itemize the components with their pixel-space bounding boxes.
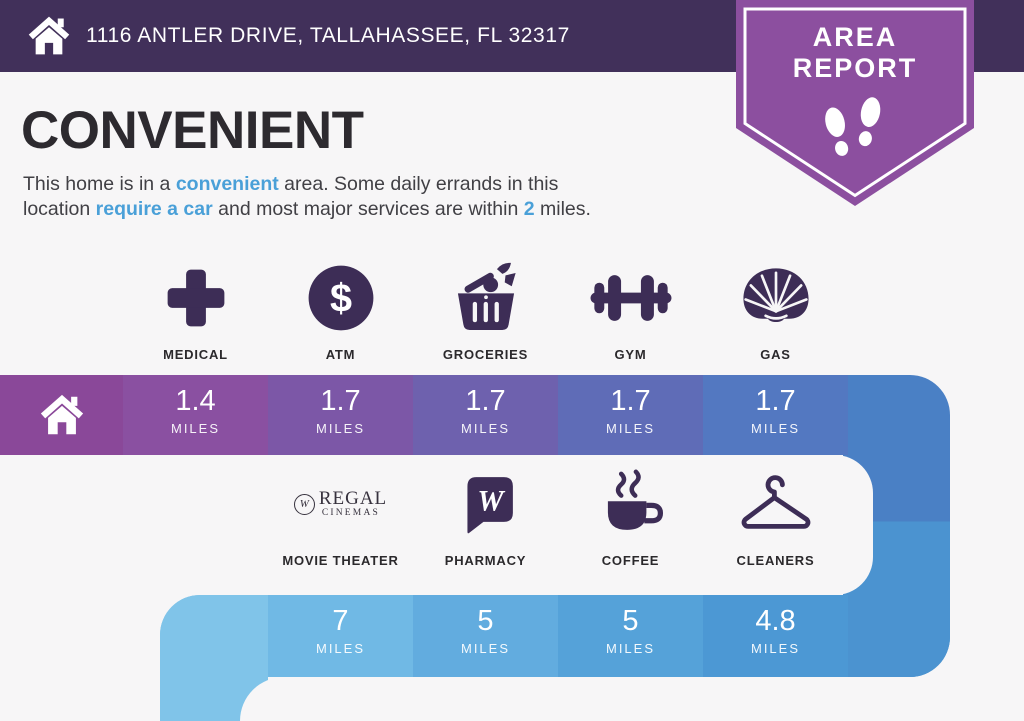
svg-text:W: W xyxy=(477,485,505,517)
footprints-icon xyxy=(825,97,881,156)
distance-value: 7 xyxy=(332,605,349,637)
distance-value: 1.4 xyxy=(175,385,216,417)
distance-cell: 5 MILES xyxy=(413,595,558,677)
area-report-badge: AREA REPORT xyxy=(736,0,974,208)
distance-value: 5 xyxy=(622,605,639,637)
distance-unit: MILES xyxy=(750,421,800,436)
distance-cell: 1.7 MILES xyxy=(703,375,848,455)
amenity-icons-row1: MEDICAL $ ATM GROCERIES GYM GAS xyxy=(123,256,848,362)
distance-unit: MILES xyxy=(460,641,510,656)
distance-value: 5 xyxy=(477,605,494,637)
distance-cell: 4.8 MILES xyxy=(703,595,848,677)
amenity-label: PHARMACY xyxy=(444,553,527,568)
home-origin-cell xyxy=(0,375,123,455)
amenity-label: GROCERIES xyxy=(442,347,529,362)
distance-band-row2: 7 MILES 5 MILES 5 MILES 4.8 MILES xyxy=(160,595,950,677)
regal-cinemas-logo: W REGAL CINEMAS xyxy=(293,462,387,546)
amenity-item: GYM xyxy=(558,256,703,362)
band-right-spacer xyxy=(848,595,950,677)
house-icon xyxy=(26,13,72,59)
amenity-label: CLEANERS xyxy=(736,553,815,568)
rating-description: This home is in a convenient area. Some … xyxy=(23,172,591,221)
cleaners-icon xyxy=(736,462,816,546)
walgreens-logo: W xyxy=(454,462,518,546)
distance-cell: 7 MILES xyxy=(268,595,413,677)
distance-unit: MILES xyxy=(460,421,510,436)
amenity-label: ATM xyxy=(325,347,356,362)
amenity-item: MEDICAL xyxy=(123,256,268,362)
distance-unit: MILES xyxy=(750,641,800,656)
amenity-item: GROCERIES xyxy=(413,256,558,362)
band-left-spacer xyxy=(160,595,268,677)
distance-cell: 5 MILES xyxy=(558,595,703,677)
distance-unit: MILES xyxy=(605,421,655,436)
regal-mark: W xyxy=(293,493,315,515)
distance-value: 1.7 xyxy=(755,385,796,417)
svg-text:$: $ xyxy=(329,277,351,321)
amenity-label: MOVIE THEATER xyxy=(282,553,399,568)
distance-cell: 1.7 MILES xyxy=(413,375,558,455)
regal-cinemas-logo: W REGAL CINEMAS xyxy=(293,489,387,519)
distance-unit: MILES xyxy=(170,421,220,436)
amenity-item: W PHARMACY xyxy=(413,462,558,568)
amenity-item: GAS xyxy=(703,256,848,362)
property-address: 1116 ANTLER DRIVE, TALLAHASSEE, FL 32317 xyxy=(86,24,570,47)
rating-title: CONVENIENT xyxy=(21,101,364,160)
amenity-label: COFFEE xyxy=(601,553,660,568)
distance-value: 1.7 xyxy=(465,385,506,417)
distance-value: 1.7 xyxy=(610,385,651,417)
amenity-item: W REGAL CINEMAS MOVIE THEATER xyxy=(268,462,413,568)
coffee-icon xyxy=(596,462,666,546)
distance-cell: 1.4 MILES xyxy=(123,375,268,455)
badge-line2: REPORT xyxy=(793,53,918,83)
badge-ribbon-shape xyxy=(736,0,974,206)
description-line: This home is in a convenient area. Some … xyxy=(23,173,559,195)
gas-icon xyxy=(739,256,813,340)
medical-icon xyxy=(163,256,229,340)
amenity-label: GAS xyxy=(760,347,791,362)
distance-band-row1: 1.4 MILES 1.7 MILES 1.7 MILES 1.7 MILES 1.7 MILES xyxy=(0,375,848,455)
middle-white-panel xyxy=(0,455,873,595)
distance-value: 4.8 xyxy=(755,605,796,637)
gym-icon xyxy=(589,256,673,340)
badge-inner-border xyxy=(743,7,967,198)
badge-line1: AREA xyxy=(813,22,898,52)
amenity-item: COFFEE xyxy=(558,462,703,568)
distance-value: 1.7 xyxy=(320,385,361,417)
atm-icon: $ xyxy=(305,256,377,340)
distance-unit: MILES xyxy=(315,421,365,436)
distance-cell: 1.7 MILES xyxy=(268,375,413,455)
distance-unit: MILES xyxy=(605,641,655,656)
amenity-label: MEDICAL xyxy=(163,347,228,362)
groceries-icon xyxy=(447,256,525,340)
description-line: location require a car and most major se… xyxy=(23,197,591,220)
amenity-label: GYM xyxy=(614,347,647,362)
house-icon xyxy=(38,391,86,439)
distance-unit: MILES xyxy=(315,641,365,656)
amenity-icons-row2: W REGAL CINEMAS MOVIE THEATER W PHARMACY COFFE… xyxy=(268,462,848,568)
distance-cell: 1.7 MILES xyxy=(558,375,703,455)
bottom-white-panel xyxy=(240,677,1024,721)
amenity-item: CLEANERS xyxy=(703,462,848,568)
amenity-item: $ ATM xyxy=(268,256,413,362)
